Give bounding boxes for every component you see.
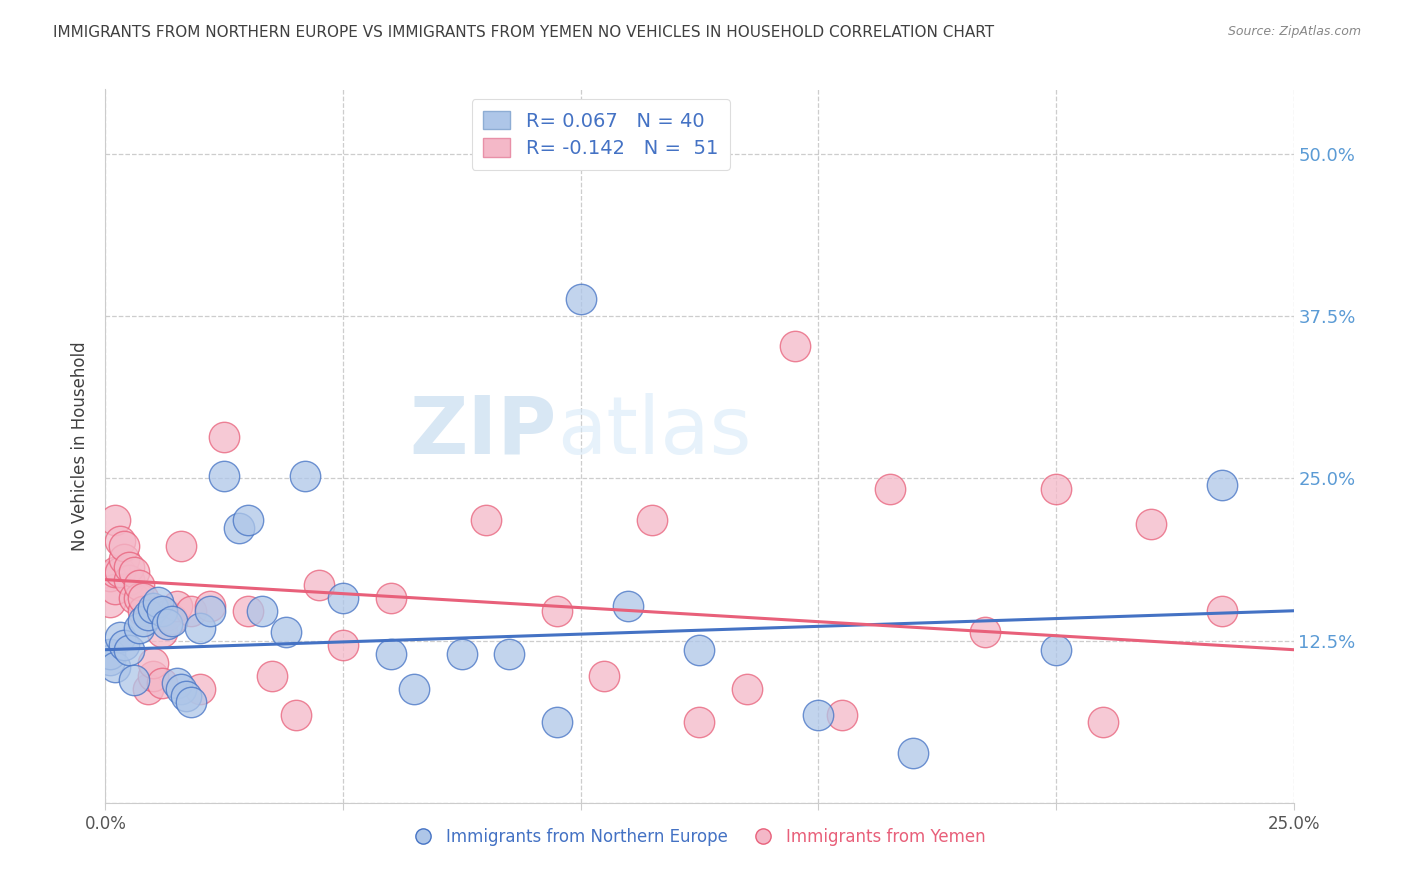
Point: [142, 668, 165, 682]
Point: [166, 599, 188, 613]
Point: [132, 591, 155, 605]
Point: [546, 715, 568, 730]
Point: [142, 656, 165, 670]
Point: [146, 595, 169, 609]
Point: [735, 681, 758, 696]
Point: [190, 681, 212, 696]
Point: [108, 565, 131, 579]
Point: [879, 482, 901, 496]
Point: [214, 430, 236, 444]
Point: [450, 647, 472, 661]
Point: [1211, 604, 1233, 618]
Point: [180, 604, 202, 618]
Point: [783, 339, 806, 353]
Point: [152, 604, 174, 618]
Point: [118, 642, 141, 657]
Point: [260, 668, 283, 682]
Point: [569, 293, 592, 307]
Point: [98, 647, 121, 661]
Point: [1045, 482, 1067, 496]
Point: [308, 578, 330, 592]
Point: [136, 681, 159, 696]
Text: Source: ZipAtlas.com: Source: ZipAtlas.com: [1227, 25, 1361, 38]
Point: [284, 707, 307, 722]
Point: [128, 578, 150, 592]
Point: [98, 653, 121, 667]
Point: [593, 668, 616, 682]
Point: [98, 568, 121, 582]
Point: [617, 599, 640, 613]
Point: [198, 599, 221, 613]
Point: [689, 715, 711, 730]
Point: [236, 513, 259, 527]
Point: [1211, 478, 1233, 492]
Point: [228, 521, 250, 535]
Point: [180, 695, 202, 709]
Point: [104, 513, 127, 527]
Point: [380, 591, 402, 605]
Point: [132, 614, 155, 628]
Point: [160, 611, 183, 625]
Point: [118, 559, 141, 574]
Text: atlas: atlas: [557, 392, 751, 471]
Point: [332, 591, 354, 605]
Point: [252, 604, 274, 618]
Point: [128, 591, 150, 605]
Point: [118, 573, 141, 587]
Y-axis label: No Vehicles in Household: No Vehicles in Household: [72, 341, 90, 551]
Point: [641, 513, 664, 527]
Legend: Immigrants from Northern Europe, Immigrants from Yemen: Immigrants from Northern Europe, Immigra…: [406, 822, 993, 853]
Point: [903, 747, 925, 761]
Point: [114, 539, 136, 553]
Point: [114, 552, 136, 566]
Point: [122, 591, 145, 605]
Text: ZIP: ZIP: [409, 392, 557, 471]
Point: [294, 468, 316, 483]
Point: [104, 659, 127, 673]
Point: [128, 621, 150, 635]
Point: [973, 624, 995, 639]
Point: [198, 604, 221, 618]
Point: [404, 681, 426, 696]
Point: [136, 607, 159, 622]
Point: [1045, 642, 1067, 657]
Point: [156, 607, 179, 622]
Point: [1140, 516, 1163, 531]
Point: [104, 582, 127, 596]
Point: [108, 630, 131, 644]
Point: [174, 690, 197, 704]
Point: [807, 707, 830, 722]
Point: [152, 624, 174, 639]
Point: [122, 673, 145, 687]
Point: [142, 601, 165, 615]
Point: [474, 513, 496, 527]
Point: [236, 604, 259, 618]
Point: [190, 621, 212, 635]
Point: [689, 642, 711, 657]
Point: [546, 604, 568, 618]
Point: [98, 595, 121, 609]
Point: [214, 468, 236, 483]
Point: [1092, 715, 1115, 730]
Point: [114, 638, 136, 652]
Point: [108, 533, 131, 548]
Point: [156, 616, 179, 631]
Point: [498, 647, 520, 661]
Point: [170, 681, 193, 696]
Point: [104, 565, 127, 579]
Point: [380, 647, 402, 661]
Point: [132, 604, 155, 618]
Point: [160, 614, 183, 628]
Text: IMMIGRANTS FROM NORTHERN EUROPE VS IMMIGRANTS FROM YEMEN NO VEHICLES IN HOUSEHOL: IMMIGRANTS FROM NORTHERN EUROPE VS IMMIG…: [53, 25, 994, 40]
Point: [332, 638, 354, 652]
Point: [146, 604, 169, 618]
Point: [152, 676, 174, 690]
Point: [274, 624, 297, 639]
Point: [122, 565, 145, 579]
Point: [166, 676, 188, 690]
Point: [831, 707, 853, 722]
Point: [170, 539, 193, 553]
